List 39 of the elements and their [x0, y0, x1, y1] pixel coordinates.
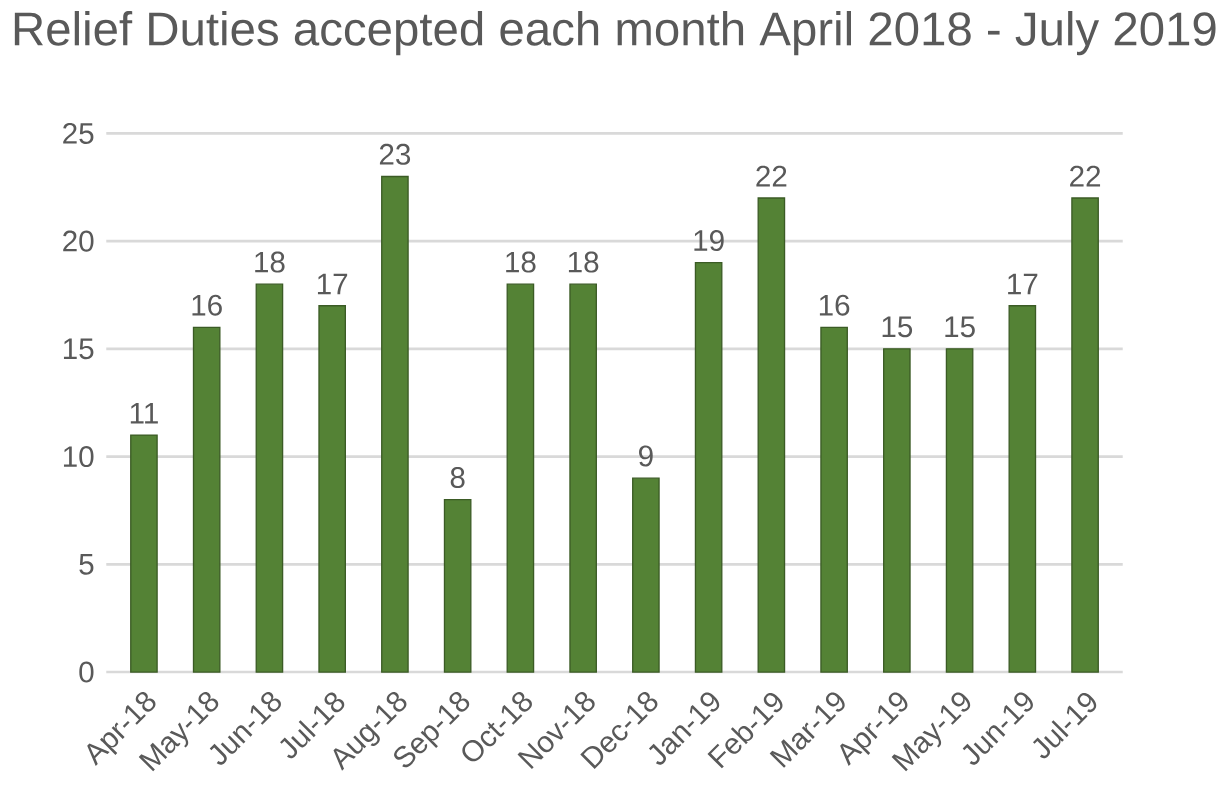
- bar: [694, 262, 723, 673]
- y-tick-label: 15: [63, 338, 94, 360]
- data-label: 15: [945, 316, 975, 338]
- y-tick-label: 0: [79, 661, 94, 683]
- data-label: 18: [255, 251, 285, 273]
- data-label: 17: [1008, 273, 1038, 295]
- bar: [381, 175, 409, 673]
- bar: [757, 197, 786, 673]
- data-label: 11: [130, 403, 158, 424]
- bar: [569, 283, 597, 673]
- data-label: 9: [639, 445, 653, 467]
- data-label: 15: [882, 316, 913, 338]
- chart-title: Relief Duties accepted each month April 2018 - July 2019: [14, 11, 1216, 56]
- data-label: 22: [756, 165, 787, 187]
- bar: [506, 283, 535, 673]
- y-tick-label: 5: [79, 554, 94, 575]
- bar: [1071, 197, 1099, 673]
- y-tick-label: 10: [63, 446, 94, 468]
- bar: [130, 434, 158, 673]
- bar: [443, 499, 472, 673]
- data-label: 17: [317, 273, 348, 295]
- bar: [632, 477, 660, 673]
- y-tick-label: 20: [63, 230, 94, 252]
- bar: [1008, 305, 1037, 673]
- data-label: 8: [450, 467, 465, 489]
- bar: [883, 348, 911, 673]
- bar: [255, 283, 284, 673]
- bar: [945, 348, 974, 673]
- data-label: 23: [379, 143, 411, 165]
- bar: [318, 305, 346, 673]
- data-label: 18: [568, 251, 599, 273]
- data-label: 16: [192, 294, 222, 316]
- data-label: 22: [1070, 165, 1101, 187]
- bar: [192, 326, 221, 673]
- bar: [820, 326, 848, 673]
- data-label: 19: [694, 230, 724, 252]
- data-label: 16: [819, 294, 850, 316]
- y-tick-label: 25: [63, 122, 94, 144]
- data-label: 18: [506, 251, 536, 273]
